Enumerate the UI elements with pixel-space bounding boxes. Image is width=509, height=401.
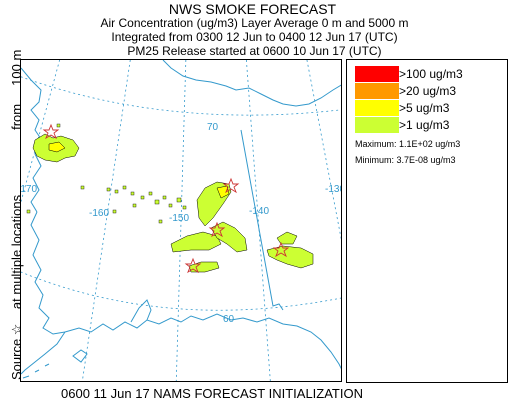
southern-coast [64, 313, 341, 370]
longitude-170-line [21, 60, 61, 204]
longitude-160-line [81, 60, 131, 381]
longitude-150-line [175, 60, 187, 381]
lon-150-label: -150 [169, 213, 189, 224]
legend-label: >1 ug/m3 [399, 118, 450, 132]
smoke-cell [26, 209, 31, 214]
source-star-icon [184, 257, 202, 274]
plume-south [188, 261, 220, 273]
plume-east-small [276, 231, 298, 245]
minimum-concentration: Minimum: 3.7E-08 ug/m3 [355, 155, 456, 165]
alaska-canada-border [240, 129, 284, 311]
plume-interior-north-core [216, 185, 230, 199]
lon-140-label: -140 [249, 206, 269, 217]
release-start: PM25 Release started at 0600 10 Jun 17 (… [127, 44, 382, 58]
smoke-cell [168, 203, 173, 208]
plume-east [266, 245, 314, 269]
forecast-initialization: 0600 11 Jun 17 NAMS FORECAST INITIALIZAT… [61, 386, 363, 401]
legend: >100 ug/m3 >20 ug/m3 >5 ug/m3 >1 ug/m3 M… [346, 59, 508, 383]
lat-60-label: 60 [223, 314, 235, 325]
smoke-cell [106, 187, 111, 192]
legend-label: >20 ug/m3 [399, 84, 457, 98]
map-canvas: 70 60 -170 -160 -150 -140 -130 [21, 60, 342, 381]
kodiak-island [72, 349, 88, 363]
lat-70-label: 70 [207, 122, 219, 133]
source-star-icon [42, 123, 60, 140]
cook-inlet [130, 299, 152, 323]
smoke-plumes [32, 133, 314, 273]
lon-170-label: -170 [21, 184, 37, 195]
smoke-cell [140, 195, 145, 200]
map-title: NWS SMOKE FORECAST [168, 1, 337, 17]
legend-label: >100 ug/m3 [399, 67, 463, 81]
source-star-icon [208, 221, 226, 238]
smoke-cell [130, 191, 135, 196]
latitude-60-line [21, 271, 341, 311]
scattered-smoke-cells [26, 123, 187, 224]
longitude-140-line [245, 60, 271, 381]
legend-swatch-red [355, 66, 399, 82]
coastline [21, 60, 341, 379]
legend-item-over-1: >1 ug/m3 [355, 117, 485, 133]
source-star-icon [222, 177, 240, 194]
lon-160-label: -160 [89, 208, 109, 219]
smoke-cell [56, 123, 61, 128]
legend-swatch-orange [355, 83, 399, 99]
plume-tanana [210, 221, 248, 253]
legend-swatch-yellow [355, 100, 399, 116]
aleutian-islands [22, 363, 50, 379]
forecast-map: 70 60 -170 -160 -150 -140 -130 [20, 59, 342, 382]
smoke-cell [154, 199, 160, 205]
smoke-cell [158, 219, 163, 224]
concentration-description: Air Concentration (ug/m3) Layer Average … [100, 16, 409, 30]
arctic-coast [162, 60, 341, 107]
smoke-cell [176, 197, 182, 203]
smoke-cell [162, 195, 167, 200]
maximum-concentration: Maximum: 1.1E+02 ug/m3 [355, 139, 461, 149]
northwest-coast [21, 67, 44, 213]
source-markers [42, 123, 290, 274]
source-star-icon [272, 241, 290, 258]
legend-swatch-green [355, 117, 399, 133]
legend-item-over-5: >5 ug/m3 [355, 100, 485, 116]
smoke-cell [114, 189, 119, 194]
smoke-cell [148, 191, 153, 196]
western-coast [30, 211, 66, 335]
integration-period: Integrated from 0300 12 Jun to 0400 12 J… [111, 30, 398, 44]
lon-130-label: -130 [325, 184, 342, 195]
smoke-cell [132, 203, 137, 208]
plume-central [170, 231, 222, 253]
smoke-cell [112, 209, 117, 214]
latitude-70-line [21, 76, 341, 116]
plume-northwest-core [48, 141, 66, 153]
alaska-peninsula [21, 331, 66, 375]
smoke-cell [182, 205, 187, 210]
smoke-cell [122, 185, 127, 190]
graticule-labels: 70 60 -170 -160 -150 -140 -130 [21, 122, 342, 325]
legend-label: >5 ug/m3 [399, 101, 450, 115]
graticule [21, 60, 341, 381]
smoke-cell [80, 185, 85, 190]
legend-item-over-20: >20 ug/m3 [355, 83, 485, 99]
legend-item-over-100: >100 ug/m3 [355, 66, 485, 82]
